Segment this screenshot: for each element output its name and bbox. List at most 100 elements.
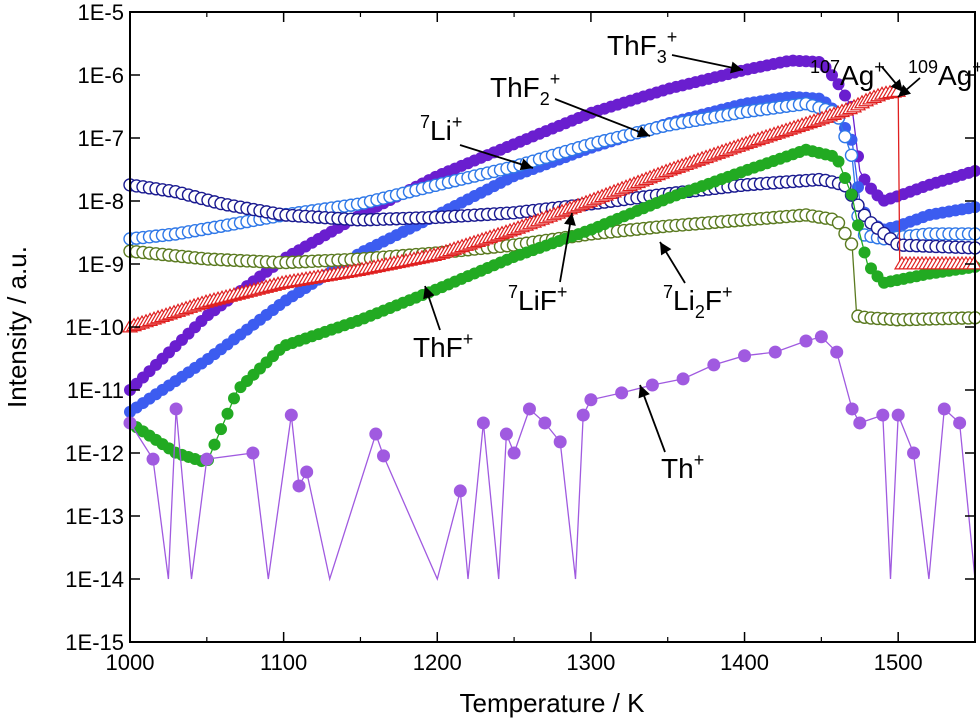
- data-point: [845, 188, 858, 201]
- y-tick-label: 1E-5: [78, 0, 124, 25]
- series-thf-: [124, 143, 980, 468]
- x-tick-label: 1300: [566, 650, 615, 675]
- annotation-label: 7Li2F+: [663, 282, 732, 322]
- annotation-label: ThF3+: [607, 27, 677, 67]
- data-point: [169, 402, 183, 416]
- annotation-arrowhead: [898, 84, 912, 97]
- series-7li-: [123, 97, 980, 246]
- data-point: [246, 446, 260, 460]
- data-point: [858, 246, 871, 259]
- data-point: [221, 407, 234, 420]
- tick-layer: 1000 1100 1200 1300 1400 1500 1E-15 1E-14 1E-13 1…: [65, 0, 975, 675]
- data-point: [738, 349, 752, 363]
- series-7lif-: [123, 172, 980, 255]
- data-point: [476, 416, 490, 430]
- annotation-label: 7LiF+: [508, 282, 567, 316]
- x-axis-label: Temperature / K: [460, 688, 646, 718]
- data-point: [937, 402, 951, 416]
- y-tick-label: 1E-14: [65, 567, 124, 592]
- data-point: [369, 427, 383, 441]
- annotation-label: ThF+: [413, 329, 473, 363]
- data-point: [707, 358, 721, 372]
- data-point: [676, 372, 690, 386]
- annotation-arrowhead: [519, 158, 533, 171]
- y-axis-label: Intensity / a.u.: [2, 246, 32, 408]
- series-thf2-: [124, 90, 980, 418]
- y-tick-label: 1E-11: [67, 378, 124, 403]
- data-point: [839, 171, 851, 184]
- data-point: [292, 479, 306, 493]
- data-point: [830, 345, 844, 359]
- data-point: [907, 446, 921, 460]
- data-point: [538, 416, 552, 430]
- annotation-label: 109Ag+: [908, 57, 980, 91]
- annotation-arrowhead: [423, 286, 435, 300]
- data-point: [891, 408, 905, 422]
- data-point: [284, 408, 298, 422]
- data-point: [865, 262, 877, 275]
- data-point: [953, 416, 967, 430]
- x-tick-label: 1200: [413, 650, 462, 675]
- x-tick-label: 1100: [260, 650, 307, 675]
- data-point: [576, 408, 590, 422]
- data-point: [852, 219, 864, 232]
- y-tick-label: 1E-8: [78, 189, 124, 214]
- data-point: [819, 61, 832, 74]
- data-point: [844, 148, 859, 162]
- annotation-arrowhead: [638, 385, 650, 399]
- annotation-label: 107Ag+: [810, 57, 885, 91]
- data-point: [768, 345, 782, 359]
- data-point: [453, 484, 467, 498]
- data-point: [300, 465, 314, 479]
- annotation-arrowhead: [564, 213, 576, 226]
- data-point: [832, 155, 845, 168]
- annotation-label: Th+: [661, 450, 704, 484]
- data-point: [215, 423, 227, 436]
- data-point: [507, 446, 521, 460]
- series-th-: [123, 330, 976, 582]
- annotation-layer: ThF3+ ThF2+ 7Li+ 7LiF+ 7Li2F+ ThF+ Th+ 107Ag+ 10…: [413, 27, 980, 484]
- data-point: [876, 408, 890, 422]
- x-tick-label: 1500: [874, 650, 923, 675]
- y-tick-label: 1E-12: [65, 441, 124, 466]
- y-tick-label: 1E-15: [65, 630, 124, 655]
- data-point: [826, 69, 838, 82]
- x-tick-label: 1000: [106, 650, 155, 675]
- data-point: [845, 402, 859, 416]
- data-point: [814, 330, 828, 344]
- data-point: [853, 416, 867, 430]
- data-point: [838, 226, 852, 241]
- series-line: [129, 336, 976, 582]
- series-layer: [121, 54, 980, 582]
- data-point: [200, 452, 214, 466]
- y-tick-label: 1E-13: [65, 504, 124, 529]
- data-point: [522, 402, 536, 416]
- annotation-arrowhead: [636, 126, 650, 138]
- data-point: [208, 438, 221, 451]
- annotation-label: 7Li+: [420, 112, 462, 146]
- y-tick-label: 1E-9: [78, 252, 124, 277]
- data-point: [377, 449, 390, 463]
- annotation-arrowhead: [730, 61, 743, 74]
- annotation-arrowhead: [890, 78, 903, 92]
- annotation-arrow: [671, 54, 744, 71]
- data-point: [645, 378, 659, 392]
- data-point: [228, 392, 240, 405]
- annotation-label: ThF2+: [490, 69, 560, 109]
- annotation-arrowhead: [660, 242, 672, 256]
- data-point: [615, 386, 629, 400]
- data-point: [832, 78, 845, 91]
- annotation-arrow: [554, 98, 651, 137]
- data-point: [839, 89, 851, 102]
- data-point: [838, 129, 852, 144]
- data-point: [799, 334, 813, 348]
- annotation-arrow: [459, 144, 534, 169]
- data-point: [499, 427, 513, 441]
- data-point: [844, 237, 859, 251]
- y-tick-label: 1E-6: [78, 63, 124, 88]
- data-point: [584, 393, 598, 407]
- y-tick-label: 1E-10: [65, 315, 124, 340]
- data-point: [146, 452, 160, 466]
- data-point: [831, 216, 846, 230]
